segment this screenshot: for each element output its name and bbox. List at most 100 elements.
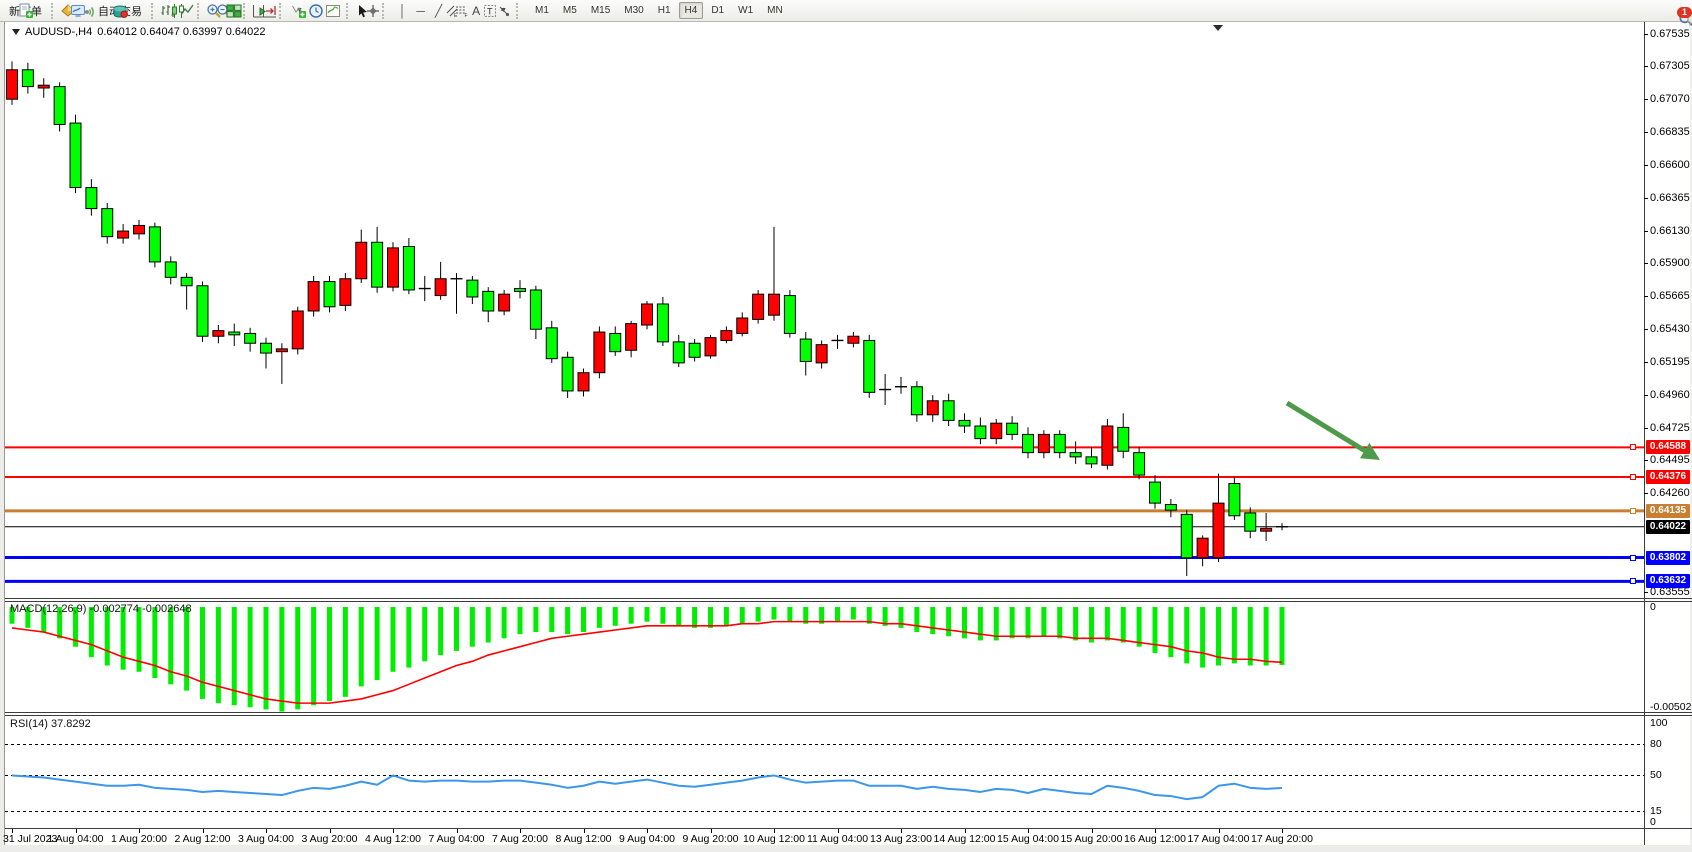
timeframe-button-d1[interactable]: D1	[711, 5, 725, 16]
macd-histogram-bar	[882, 607, 888, 626]
time-axis-tick	[647, 829, 648, 833]
templates-button[interactable]: ▼	[325, 0, 342, 22]
one-click-trading-arrow-icon[interactable]	[12, 29, 20, 35]
candle-up	[1037, 433, 1050, 454]
timeframe-button-w1[interactable]: W1	[738, 5, 754, 16]
candlestick-chart-button[interactable]	[172, 0, 184, 22]
window-bottom-edge	[0, 845, 1692, 852]
text-tool-button[interactable]: A	[467, 0, 485, 22]
macd-histogram-bar	[644, 607, 650, 622]
macd-histogram-bar	[57, 607, 63, 639]
text-label-tool-button[interactable]: T	[484, 0, 497, 22]
macd-histogram-bar	[946, 607, 952, 637]
price-axis-tick	[1644, 296, 1648, 298]
price-line-label: 0.64588	[1646, 440, 1690, 455]
candle-up	[1101, 425, 1114, 466]
macd-histogram-bar	[311, 607, 317, 706]
arrows-tool-button[interactable]: ▼	[495, 0, 512, 22]
macd-histogram-bar	[1216, 607, 1221, 666]
periods-button[interactable]: ▼	[308, 0, 325, 22]
candle-up	[212, 330, 225, 337]
candle-down	[148, 226, 161, 263]
candle-up	[339, 278, 352, 306]
arrows-tool-icon	[499, 6, 509, 16]
timeframe-button-m15[interactable]: M15	[590, 5, 611, 16]
fibonacci-tool-button[interactable]: F	[456, 0, 468, 22]
hline-handle[interactable]	[1630, 578, 1636, 585]
price-line-label: 0.64376	[1646, 470, 1690, 485]
candle-down	[323, 281, 336, 308]
vertical-line-tool-button[interactable]: │	[394, 0, 412, 22]
pane-divider	[5, 601, 1692, 602]
chart-window[interactable]	[5, 22, 1690, 845]
autotrading-button[interactable]: 自动交易	[93, 0, 147, 22]
timeframe-button-mn[interactable]: MN	[767, 5, 783, 16]
candle-up	[720, 330, 733, 341]
annotation-arrow-head[interactable]	[1359, 442, 1380, 460]
cursor-tool-button[interactable]	[358, 0, 368, 22]
macd-histogram-bar	[755, 607, 761, 622]
fibonacci-icon: F	[456, 6, 468, 18]
tile-windows-button[interactable]	[226, 0, 242, 22]
macd-histogram-bar	[898, 607, 904, 628]
timeframe-button-h1[interactable]: H1	[657, 5, 671, 16]
price-chart-canvas[interactable]	[5, 22, 1644, 599]
annotation-arrow-shaft[interactable]	[1285, 400, 1366, 453]
hline-handle[interactable]	[1630, 444, 1636, 451]
candle-up	[625, 323, 638, 351]
indicators-button[interactable]: ▼	[291, 0, 308, 22]
candle-down	[1164, 504, 1177, 511]
new-order-button[interactable]: 新订单	[4, 0, 47, 22]
rsi-pane-canvas[interactable]	[5, 715, 1644, 828]
macd-histogram-bar	[596, 607, 602, 628]
text-label-icon: T	[484, 4, 497, 17]
hline-handle[interactable]	[1630, 474, 1636, 481]
timeframe-button-m30[interactable]: M30	[624, 5, 644, 16]
candle-up	[387, 247, 399, 288]
timeframe-button-m1[interactable]: M1	[535, 5, 549, 16]
macd-histogram-bar	[628, 607, 634, 624]
macd-histogram-bar	[9, 607, 15, 624]
trendline-tool-button[interactable]: ╱	[430, 0, 447, 22]
time-axis-tick	[12, 829, 13, 833]
price-tick-label: 0.64725	[1650, 422, 1690, 435]
web-terminal-button[interactable]	[71, 0, 85, 22]
pane-divider[interactable]	[5, 712, 1692, 713]
candle-down	[974, 425, 987, 440]
notification-badge: 1	[1677, 7, 1692, 18]
signals-button[interactable]	[83, 0, 94, 22]
crosshair-tool-button[interactable]	[366, 0, 379, 22]
channel-tool-button[interactable]: E	[446, 0, 458, 22]
main-toolbar: 新订单	[0, 0, 1692, 27]
pane-divider[interactable]	[5, 598, 1692, 599]
timeframe-button-m5[interactable]: M5	[562, 5, 577, 16]
indicator-axis-label: 50	[1650, 769, 1662, 781]
price-axis-tick	[1644, 395, 1648, 397]
time-tick-label: 16 Aug 12:00	[1124, 833, 1186, 845]
candle-down	[672, 341, 685, 364]
macd-histogram-bar	[930, 607, 936, 635]
price-axis-tick	[1644, 362, 1648, 364]
time-axis-tick	[901, 829, 902, 833]
macd-pane-canvas[interactable]	[5, 601, 1644, 712]
equidistant-channel-icon: E	[446, 5, 458, 18]
chart-shift-marker[interactable]	[1213, 25, 1223, 31]
macd-histogram-bar	[406, 607, 412, 668]
time-axis-tick	[393, 829, 394, 833]
macd-histogram-bar	[1279, 607, 1285, 665]
macd-histogram-bar	[152, 607, 158, 679]
candle-down	[545, 327, 558, 360]
hline-handle[interactable]	[1630, 554, 1636, 561]
macd-histogram-bar	[200, 607, 205, 699]
zoom-in-button[interactable]	[207, 0, 221, 22]
candle-down	[958, 419, 971, 427]
horizontal-line-tool-button[interactable]: ─	[411, 0, 430, 22]
line-chart-button[interactable]	[180, 0, 194, 22]
macd-histogram-bar	[803, 607, 809, 624]
timeframe-button-h4[interactable]: H4	[678, 2, 704, 19]
toolbar-separator	[151, 2, 160, 19]
chart-shift-button[interactable]	[263, 0, 276, 22]
rsi-pane-label: RSI(14) 37.8292	[10, 718, 91, 730]
zoom-in-icon	[207, 3, 221, 18]
hline-handle[interactable]	[1630, 507, 1636, 514]
